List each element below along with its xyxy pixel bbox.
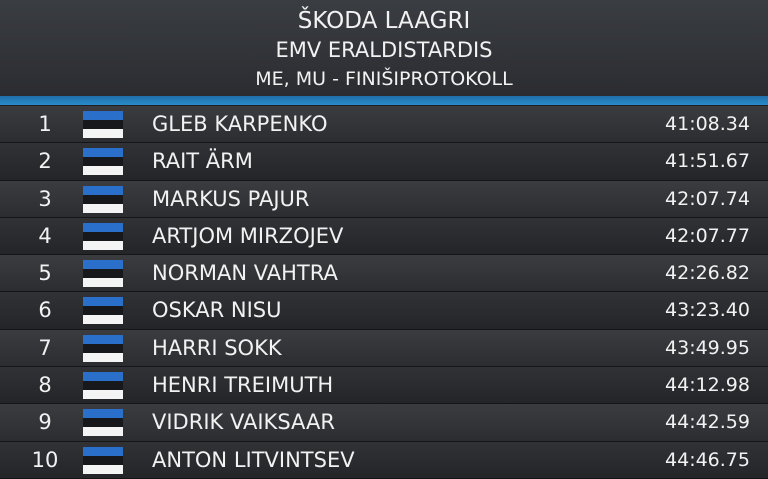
- rank: 8: [38, 373, 52, 398]
- result-row: 10 ANTON LITVINTSEV 44:46.75: [0, 441, 768, 479]
- athlete-name: VIDRIK VAIKSAAR: [152, 410, 335, 435]
- rank: 5: [38, 261, 52, 286]
- athlete-name: OSKAR NISU: [152, 298, 282, 323]
- athlete-name: HARRI SOKK: [152, 335, 282, 360]
- athlete-name: ARTJOM MIRZOJEV: [152, 223, 344, 248]
- header: ŠKODA LAAGRI EMV ERALDISTARDIS ME, MU - …: [0, 0, 768, 97]
- finish-time: 44:46.75: [665, 448, 750, 471]
- athlete-name: ANTON LITVINTSEV: [152, 447, 355, 472]
- flag-icon: [83, 222, 123, 250]
- finish-time: 42:07.74: [665, 187, 750, 210]
- athlete-name: MARKUS PAJUR: [152, 186, 310, 211]
- athlete-name: HENRI TREIMUTH: [152, 373, 334, 398]
- caption: ME, MU - FINIŠIPROTOKOLL: [255, 68, 513, 90]
- rank: 6: [38, 298, 52, 323]
- finish-time: 41:08.34: [665, 113, 750, 135]
- athlete-name: RAIT ÄRM: [152, 149, 253, 174]
- finish-time: 43:49.95: [665, 336, 750, 359]
- result-row: 9 VIDRIK VAIKSAAR 44:42.59: [0, 404, 768, 442]
- rank: 2: [38, 149, 52, 174]
- result-row: 3 MARKUS PAJUR 42:07.74: [0, 180, 768, 218]
- finish-time: 42:07.77: [665, 224, 750, 247]
- accent-bar: [0, 96, 768, 105]
- flag-icon: [83, 409, 123, 437]
- result-row: 4 ARTJOM MIRZOJEV 42:07.77: [0, 217, 768, 256]
- flag-icon: [83, 297, 123, 325]
- rank: 7: [38, 335, 52, 360]
- result-row: 2 RAIT ÄRM 41:51.67: [0, 143, 768, 181]
- results-table: 1 GLEB KARPENKO 41:08.34 2 RAIT ÄRM 41:51.67 3…: [0, 106, 768, 479]
- flag-icon: [83, 185, 123, 213]
- flag-icon: [83, 446, 123, 474]
- finish-time: 42:26.82: [665, 262, 750, 285]
- result-row: 6 OSKAR NISU 43:23.40: [0, 292, 768, 330]
- result-row: 1 GLEB KARPENKO 41:08.34: [0, 106, 768, 144]
- finish-time: 44:12.98: [665, 374, 750, 397]
- flag-icon: [83, 148, 123, 176]
- athlete-name: GLEB KARPENKO: [152, 112, 328, 136]
- flag-icon: [83, 111, 123, 138]
- rank: 4: [38, 223, 52, 248]
- rank: 10: [31, 447, 59, 472]
- flag-icon: [83, 260, 123, 288]
- athlete-name: NORMAN VAHTRA: [152, 261, 338, 286]
- flag-icon: [83, 372, 123, 400]
- flag-icon: [83, 334, 123, 362]
- result-row: 5 NORMAN VAHTRA 42:26.82: [0, 255, 768, 293]
- rank: 1: [38, 112, 52, 136]
- result-row: 7 HARRI SOKK 43:49.95: [0, 329, 768, 368]
- finish-time: 44:42.59: [665, 411, 750, 434]
- result-row: 8 HENRI TREIMUTH 44:12.98: [0, 367, 768, 405]
- rank: 3: [38, 186, 52, 211]
- title: ŠKODA LAAGRI: [297, 8, 471, 34]
- finish-time: 41:51.67: [665, 150, 750, 173]
- subtitle: EMV ERALDISTARDIS: [275, 38, 493, 62]
- rank: 9: [38, 410, 52, 435]
- finish-time: 43:23.40: [665, 299, 750, 322]
